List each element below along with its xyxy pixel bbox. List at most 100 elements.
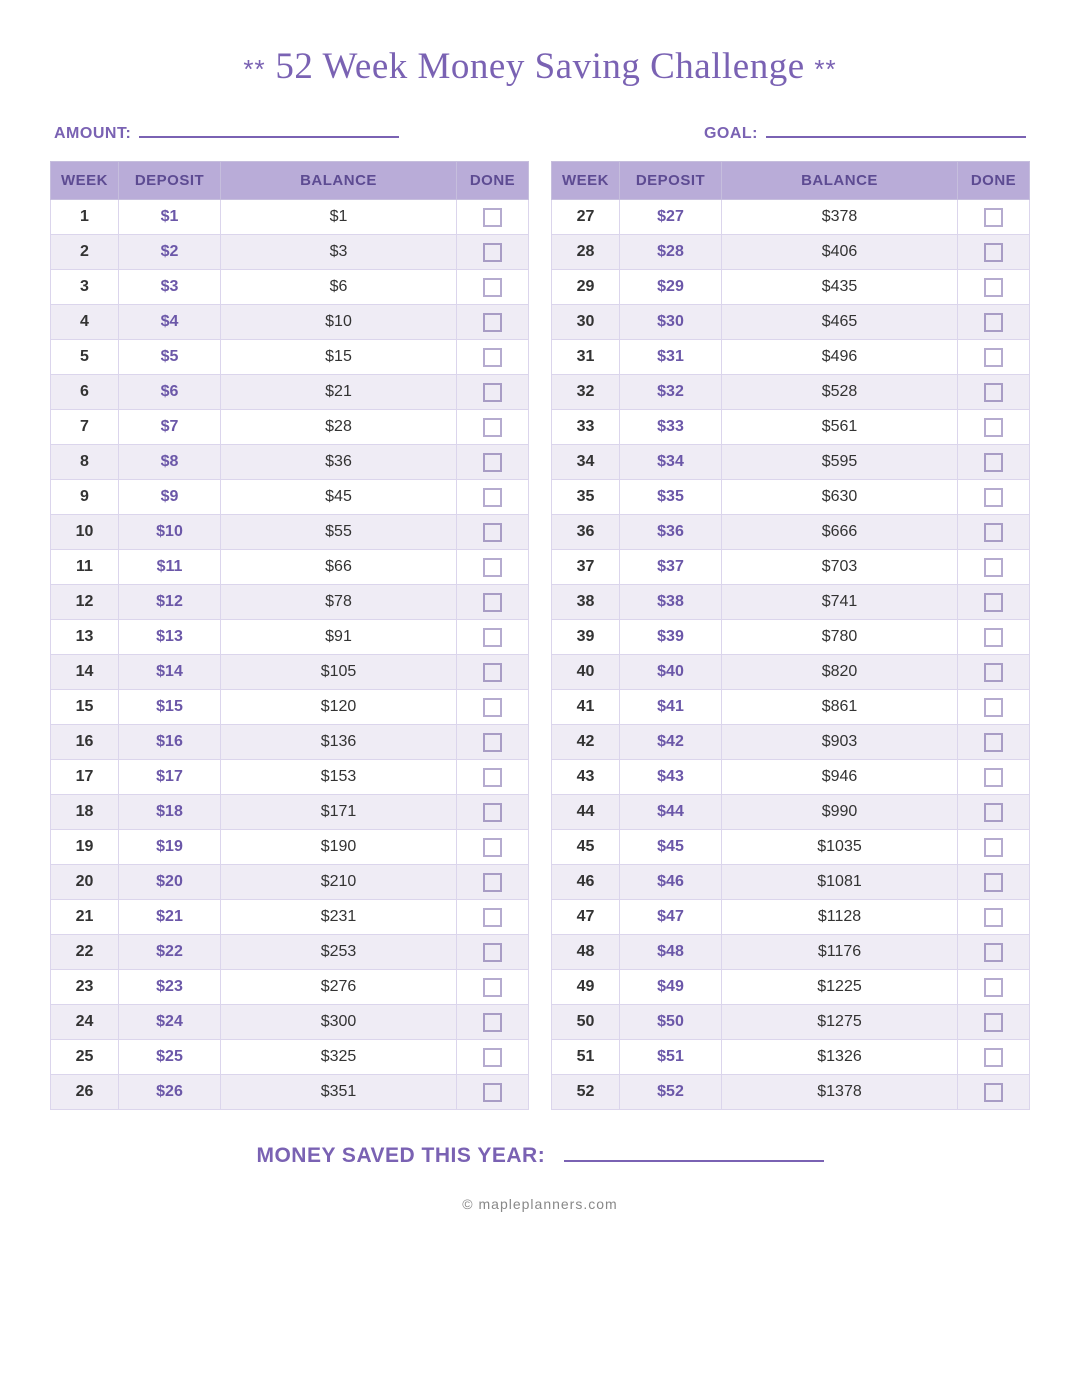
table-row: 27$27$378: [552, 200, 1030, 235]
done-checkbox[interactable]: [483, 628, 502, 647]
done-checkbox[interactable]: [984, 278, 1003, 297]
done-checkbox[interactable]: [984, 1013, 1003, 1032]
done-checkbox[interactable]: [984, 978, 1003, 997]
cell-week: 1: [51, 200, 119, 235]
done-checkbox[interactable]: [984, 558, 1003, 577]
done-checkbox[interactable]: [483, 768, 502, 787]
table-row: 12$12$78: [51, 585, 529, 620]
done-checkbox[interactable]: [483, 663, 502, 682]
done-checkbox[interactable]: [984, 348, 1003, 367]
done-checkbox[interactable]: [483, 418, 502, 437]
done-checkbox[interactable]: [483, 523, 502, 542]
done-checkbox[interactable]: [984, 313, 1003, 332]
savings-table-left: WEEK DEPOSIT BALANCE DONE 1$1$12$2$33$3$…: [50, 161, 529, 1110]
done-checkbox[interactable]: [984, 1083, 1003, 1102]
cell-week: 47: [552, 900, 620, 935]
cell-deposit: $29: [620, 270, 722, 305]
cell-done: [457, 655, 529, 690]
cell-done: [457, 760, 529, 795]
done-checkbox[interactable]: [483, 383, 502, 402]
done-checkbox[interactable]: [984, 628, 1003, 647]
done-checkbox[interactable]: [483, 243, 502, 262]
done-checkbox[interactable]: [483, 908, 502, 927]
done-checkbox[interactable]: [984, 733, 1003, 752]
done-checkbox[interactable]: [984, 418, 1003, 437]
cell-balance: $3: [221, 235, 457, 270]
cell-deposit: $28: [620, 235, 722, 270]
cell-deposit: $37: [620, 550, 722, 585]
done-checkbox[interactable]: [984, 383, 1003, 402]
done-checkbox[interactable]: [483, 1048, 502, 1067]
done-checkbox[interactable]: [984, 698, 1003, 717]
cell-deposit: $15: [119, 690, 221, 725]
cell-balance: $1275: [722, 1005, 958, 1040]
table-row: 42$42$903: [552, 725, 1030, 760]
done-checkbox[interactable]: [984, 1048, 1003, 1067]
done-checkbox[interactable]: [483, 873, 502, 892]
done-checkbox[interactable]: [984, 908, 1003, 927]
amount-input-line[interactable]: [139, 124, 399, 138]
table-row: 9$9$45: [51, 480, 529, 515]
done-checkbox[interactable]: [984, 943, 1003, 962]
cell-done: [958, 1005, 1030, 1040]
cell-done: [958, 445, 1030, 480]
goal-input-line[interactable]: [766, 124, 1026, 138]
done-checkbox[interactable]: [483, 488, 502, 507]
cell-deposit: $50: [620, 1005, 722, 1040]
done-checkbox[interactable]: [984, 838, 1003, 857]
cell-balance: $1: [221, 200, 457, 235]
table-row: 4$4$10: [51, 305, 529, 340]
cell-deposit: $17: [119, 760, 221, 795]
done-checkbox[interactable]: [483, 838, 502, 857]
done-checkbox[interactable]: [483, 803, 502, 822]
cell-balance: $45: [221, 480, 457, 515]
done-checkbox[interactable]: [984, 453, 1003, 472]
cell-week: 42: [552, 725, 620, 760]
cell-week: 28: [552, 235, 620, 270]
table-row: 30$30$465: [552, 305, 1030, 340]
page-title: ** 52 Week Money Saving Challenge **: [50, 45, 1030, 88]
done-checkbox[interactable]: [483, 733, 502, 752]
done-checkbox[interactable]: [483, 453, 502, 472]
cell-week: 14: [51, 655, 119, 690]
done-checkbox[interactable]: [483, 278, 502, 297]
table-row: 43$43$946: [552, 760, 1030, 795]
cell-deposit: $11: [119, 550, 221, 585]
col-header-done: DONE: [958, 162, 1030, 200]
cell-balance: $105: [221, 655, 457, 690]
done-checkbox[interactable]: [483, 978, 502, 997]
cell-week: 26: [51, 1075, 119, 1110]
summary-input-line[interactable]: [564, 1148, 824, 1162]
cell-done: [457, 725, 529, 760]
done-checkbox[interactable]: [984, 663, 1003, 682]
done-checkbox[interactable]: [984, 593, 1003, 612]
done-checkbox[interactable]: [984, 523, 1003, 542]
cell-deposit: $16: [119, 725, 221, 760]
done-checkbox[interactable]: [483, 558, 502, 577]
done-checkbox[interactable]: [984, 873, 1003, 892]
cell-done: [958, 935, 1030, 970]
done-checkbox[interactable]: [483, 313, 502, 332]
cell-deposit: $2: [119, 235, 221, 270]
cell-done: [457, 410, 529, 445]
done-checkbox[interactable]: [483, 348, 502, 367]
cell-done: [958, 200, 1030, 235]
done-checkbox[interactable]: [483, 1083, 502, 1102]
done-checkbox[interactable]: [984, 803, 1003, 822]
done-checkbox[interactable]: [984, 243, 1003, 262]
done-checkbox[interactable]: [984, 768, 1003, 787]
done-checkbox[interactable]: [483, 698, 502, 717]
cell-balance: $120: [221, 690, 457, 725]
done-checkbox[interactable]: [483, 1013, 502, 1032]
cell-balance: $21: [221, 375, 457, 410]
table-row: 46$46$1081: [552, 865, 1030, 900]
cell-done: [958, 865, 1030, 900]
col-header-done: DONE: [457, 162, 529, 200]
done-checkbox[interactable]: [483, 943, 502, 962]
cell-deposit: $10: [119, 515, 221, 550]
cell-week: 51: [552, 1040, 620, 1075]
done-checkbox[interactable]: [984, 488, 1003, 507]
done-checkbox[interactable]: [483, 208, 502, 227]
done-checkbox[interactable]: [984, 208, 1003, 227]
done-checkbox[interactable]: [483, 593, 502, 612]
